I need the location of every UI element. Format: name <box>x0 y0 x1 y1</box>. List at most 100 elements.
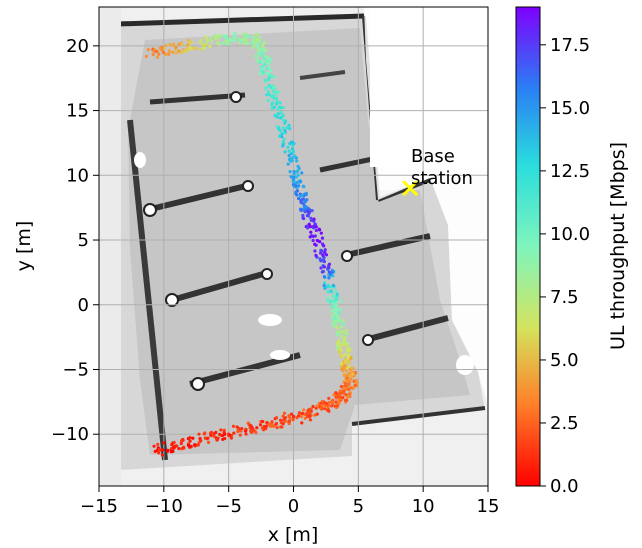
throughput-point <box>335 347 339 351</box>
throughput-point <box>289 152 294 156</box>
y-axis-ticks: −10 −5 0 5 10 15 20 <box>51 36 99 445</box>
throughput-point <box>266 90 271 94</box>
throughput-point <box>254 430 258 435</box>
colorbar-ticks: 0.0 2.5 5.0 7.5 10.0 12.5 15.0 17.5 <box>540 35 590 497</box>
throughput-point <box>209 39 214 43</box>
throughput-point <box>336 404 340 408</box>
throughput-point <box>311 225 315 229</box>
wall <box>377 178 431 202</box>
wall <box>364 315 449 343</box>
throughput-point <box>270 100 275 105</box>
throughput-point <box>243 42 247 46</box>
throughput-point <box>319 248 323 252</box>
throughput-point <box>283 417 287 421</box>
throughput-point <box>179 441 183 446</box>
throughput-point <box>322 274 326 279</box>
throughput-point <box>203 431 207 435</box>
throughput-point <box>343 360 348 365</box>
throughput-point <box>174 444 178 448</box>
throughput-point <box>309 230 313 234</box>
throughput-point <box>339 355 343 359</box>
throughput-point <box>286 162 290 166</box>
throughput-point <box>311 238 315 243</box>
colorbar-tick-label: 15.0 <box>550 98 590 119</box>
throughput-point <box>169 450 173 454</box>
throughput-point <box>346 347 350 351</box>
throughput-point <box>277 90 281 94</box>
throughput-point <box>339 325 344 329</box>
throughput-point <box>162 441 166 445</box>
throughput-point <box>228 433 232 437</box>
throughput-point <box>177 49 181 53</box>
throughput-point <box>319 266 323 270</box>
throughput-point <box>349 369 353 374</box>
colorbar-tick-label: 17.5 <box>550 35 590 56</box>
throughput-point <box>342 322 346 326</box>
throughput-point <box>347 360 352 365</box>
throughput-point <box>317 228 322 232</box>
throughput-point <box>266 98 270 103</box>
throughput-point <box>267 76 271 80</box>
throughput-point <box>320 270 324 274</box>
throughput-point <box>161 50 166 54</box>
throughput-point <box>281 140 286 144</box>
throughput-point <box>281 126 285 130</box>
throughput-point <box>220 41 224 45</box>
throughput-point <box>334 297 338 301</box>
throughput-point <box>261 44 265 48</box>
throughput-point <box>347 387 351 392</box>
throughput-point <box>287 153 291 158</box>
throughput-point <box>180 439 184 443</box>
throughput-point <box>263 62 267 66</box>
throughput-point <box>315 404 319 408</box>
throughput-point <box>331 321 335 325</box>
throughput-point <box>300 414 304 419</box>
throughput-point <box>335 294 339 298</box>
throughput-point <box>224 42 229 46</box>
throughput-point <box>268 424 273 428</box>
throughput-point <box>279 116 283 120</box>
throughput-point <box>327 396 331 400</box>
throughput-point <box>322 265 326 269</box>
throughput-point <box>260 419 265 424</box>
throughput-point <box>329 404 334 408</box>
colorbar-label: UL throughput [Mbps] <box>607 142 629 350</box>
throughput-point <box>146 48 150 52</box>
pillar <box>143 203 157 217</box>
wall <box>171 269 271 303</box>
wall <box>351 406 486 426</box>
plot-area <box>99 7 488 486</box>
throughput-point <box>260 53 264 58</box>
throughput-point <box>206 440 211 444</box>
throughput-point <box>208 44 212 48</box>
throughput-point <box>320 399 325 404</box>
throughput-point <box>260 65 264 69</box>
throughput-point <box>304 205 309 209</box>
throughput-point <box>222 430 226 434</box>
throughput-point <box>327 295 331 299</box>
throughput-point <box>282 118 286 122</box>
throughput-point <box>294 156 298 160</box>
colorbar-tick-label: 12.5 <box>550 161 590 182</box>
throughput-point <box>152 444 156 448</box>
throughput-point <box>342 389 346 393</box>
colorbar-tick-label: 0.0 <box>550 476 579 497</box>
throughput-point <box>335 308 340 312</box>
throughput-point <box>346 358 350 362</box>
throughput-point <box>199 47 203 52</box>
throughput-point <box>254 41 258 45</box>
y-tick-label: −10 <box>51 424 89 445</box>
pillar <box>341 250 353 262</box>
throughput-point <box>255 426 259 430</box>
colorbar-tick-label: 2.5 <box>550 413 579 434</box>
throughput-point <box>344 328 349 333</box>
throughput-point <box>332 393 336 397</box>
throughput-point <box>330 271 334 275</box>
throughput-point <box>198 40 202 44</box>
throughput-point <box>251 38 256 43</box>
throughput-point <box>273 114 277 118</box>
throughput-point <box>281 414 285 418</box>
throughput-point <box>308 418 313 422</box>
throughput-point <box>331 283 336 288</box>
